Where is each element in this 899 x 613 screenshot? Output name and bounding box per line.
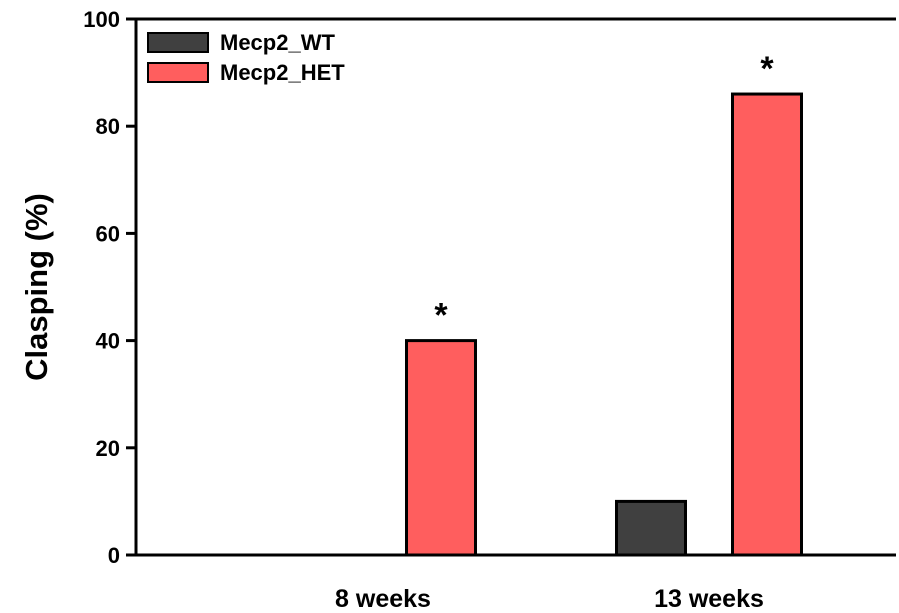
x-category-labels: 8 weeks 13 weeks <box>335 585 764 613</box>
y-axis-title: Clasping (%) <box>19 193 54 381</box>
y-ticks: 0 20 40 60 80 100 <box>83 7 136 568</box>
x-category-label: 8 weeks <box>335 585 431 608</box>
x-category-label: 13 weeks <box>654 585 764 608</box>
bar <box>731 92 803 557</box>
legend-label: Mecp2_HET <box>220 60 345 85</box>
bar <box>615 499 687 557</box>
bars-layer <box>405 92 803 557</box>
bar <box>405 339 477 557</box>
legend-label: Mecp2_WT <box>220 30 335 55</box>
legend-swatch <box>147 32 209 53</box>
y-tick-label: 0 <box>108 543 120 568</box>
y-tick-label: 60 <box>96 221 120 246</box>
axes-layer <box>134 17 896 557</box>
legend: Mecp2_WT Mecp2_HET <box>147 30 345 85</box>
y-tick-label: 40 <box>96 329 120 354</box>
y-tick-label: 80 <box>96 114 120 139</box>
y-tick-label: 100 <box>83 7 120 32</box>
legend-swatch <box>147 62 209 83</box>
significance-asterisk: * <box>434 297 448 335</box>
significance-annotations: ** <box>434 50 774 335</box>
significance-asterisk: * <box>760 50 774 88</box>
y-tick-label: 20 <box>96 436 120 461</box>
